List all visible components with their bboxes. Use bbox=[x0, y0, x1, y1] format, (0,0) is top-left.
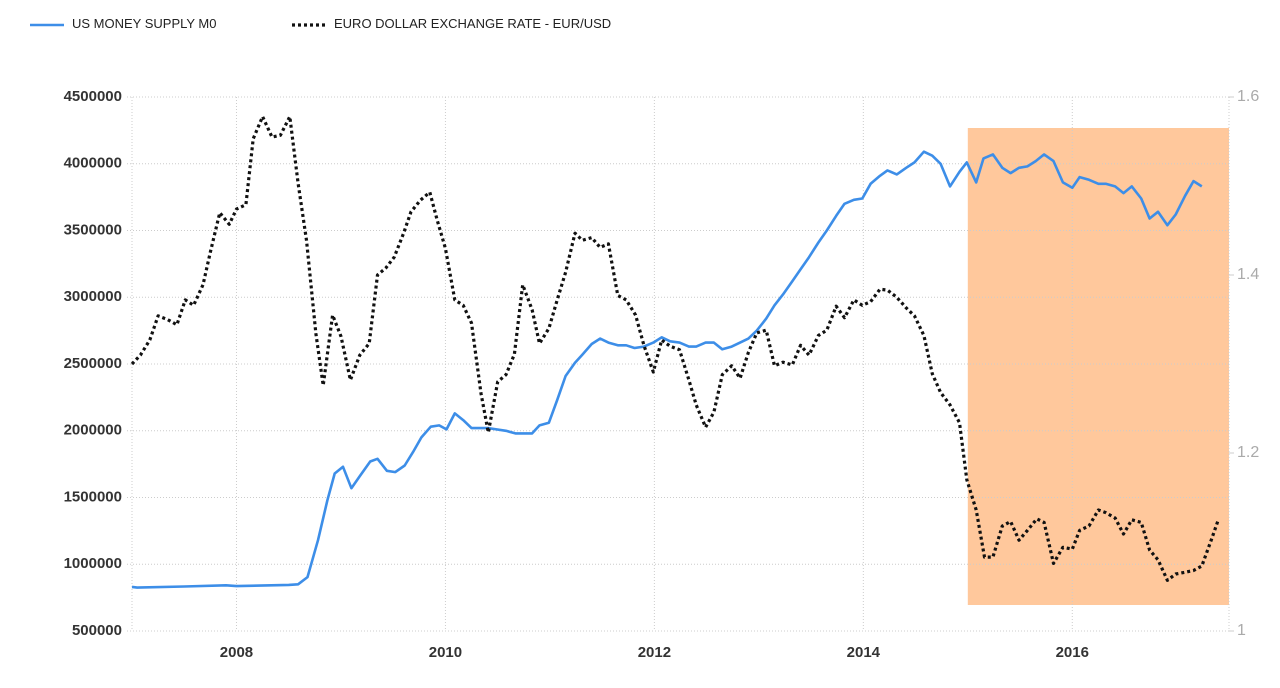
legend-item: US MONEY SUPPLY M0 bbox=[28, 16, 217, 32]
series-line bbox=[130, 115, 1221, 582]
y-tick-label: 1000000 bbox=[64, 555, 122, 572]
legend-label: EURO DOLLAR EXCHANGE RATE - EUR/USD bbox=[334, 16, 612, 31]
x-tick-label: 2014 bbox=[847, 644, 881, 661]
legend-swatch bbox=[30, 23, 64, 27]
y2-tick-label: 1 bbox=[1237, 622, 1246, 639]
y-tick-label: 4500000 bbox=[64, 88, 122, 105]
legend-swatch bbox=[292, 23, 326, 27]
y2-tick-label: 1.6 bbox=[1237, 88, 1259, 105]
legend-label: US MONEY SUPPLY M0 bbox=[72, 16, 217, 31]
y-tick-label: 500000 bbox=[72, 622, 122, 639]
legend-item: EURO DOLLAR EXCHANGE RATE - EUR/USD bbox=[290, 16, 611, 32]
y2-tick-label: 1.2 bbox=[1237, 444, 1259, 461]
y-tick-label: 1500000 bbox=[64, 488, 122, 505]
x-tick-label: 2008 bbox=[220, 644, 253, 661]
x-tick-label: 2016 bbox=[1056, 644, 1089, 661]
highlight-band bbox=[967, 128, 1229, 605]
y-tick-label: 3500000 bbox=[64, 221, 122, 238]
y-tick-label: 3000000 bbox=[64, 288, 122, 305]
x-tick-label: 2012 bbox=[638, 644, 671, 661]
y-tick-label: 2000000 bbox=[64, 422, 122, 439]
x-tick-label: 2010 bbox=[429, 644, 462, 661]
y-tick-label: 4000000 bbox=[64, 155, 122, 172]
y-tick-label: 2500000 bbox=[64, 355, 122, 372]
y2-tick-label: 1.4 bbox=[1237, 266, 1259, 283]
series-line bbox=[131, 150, 1203, 589]
